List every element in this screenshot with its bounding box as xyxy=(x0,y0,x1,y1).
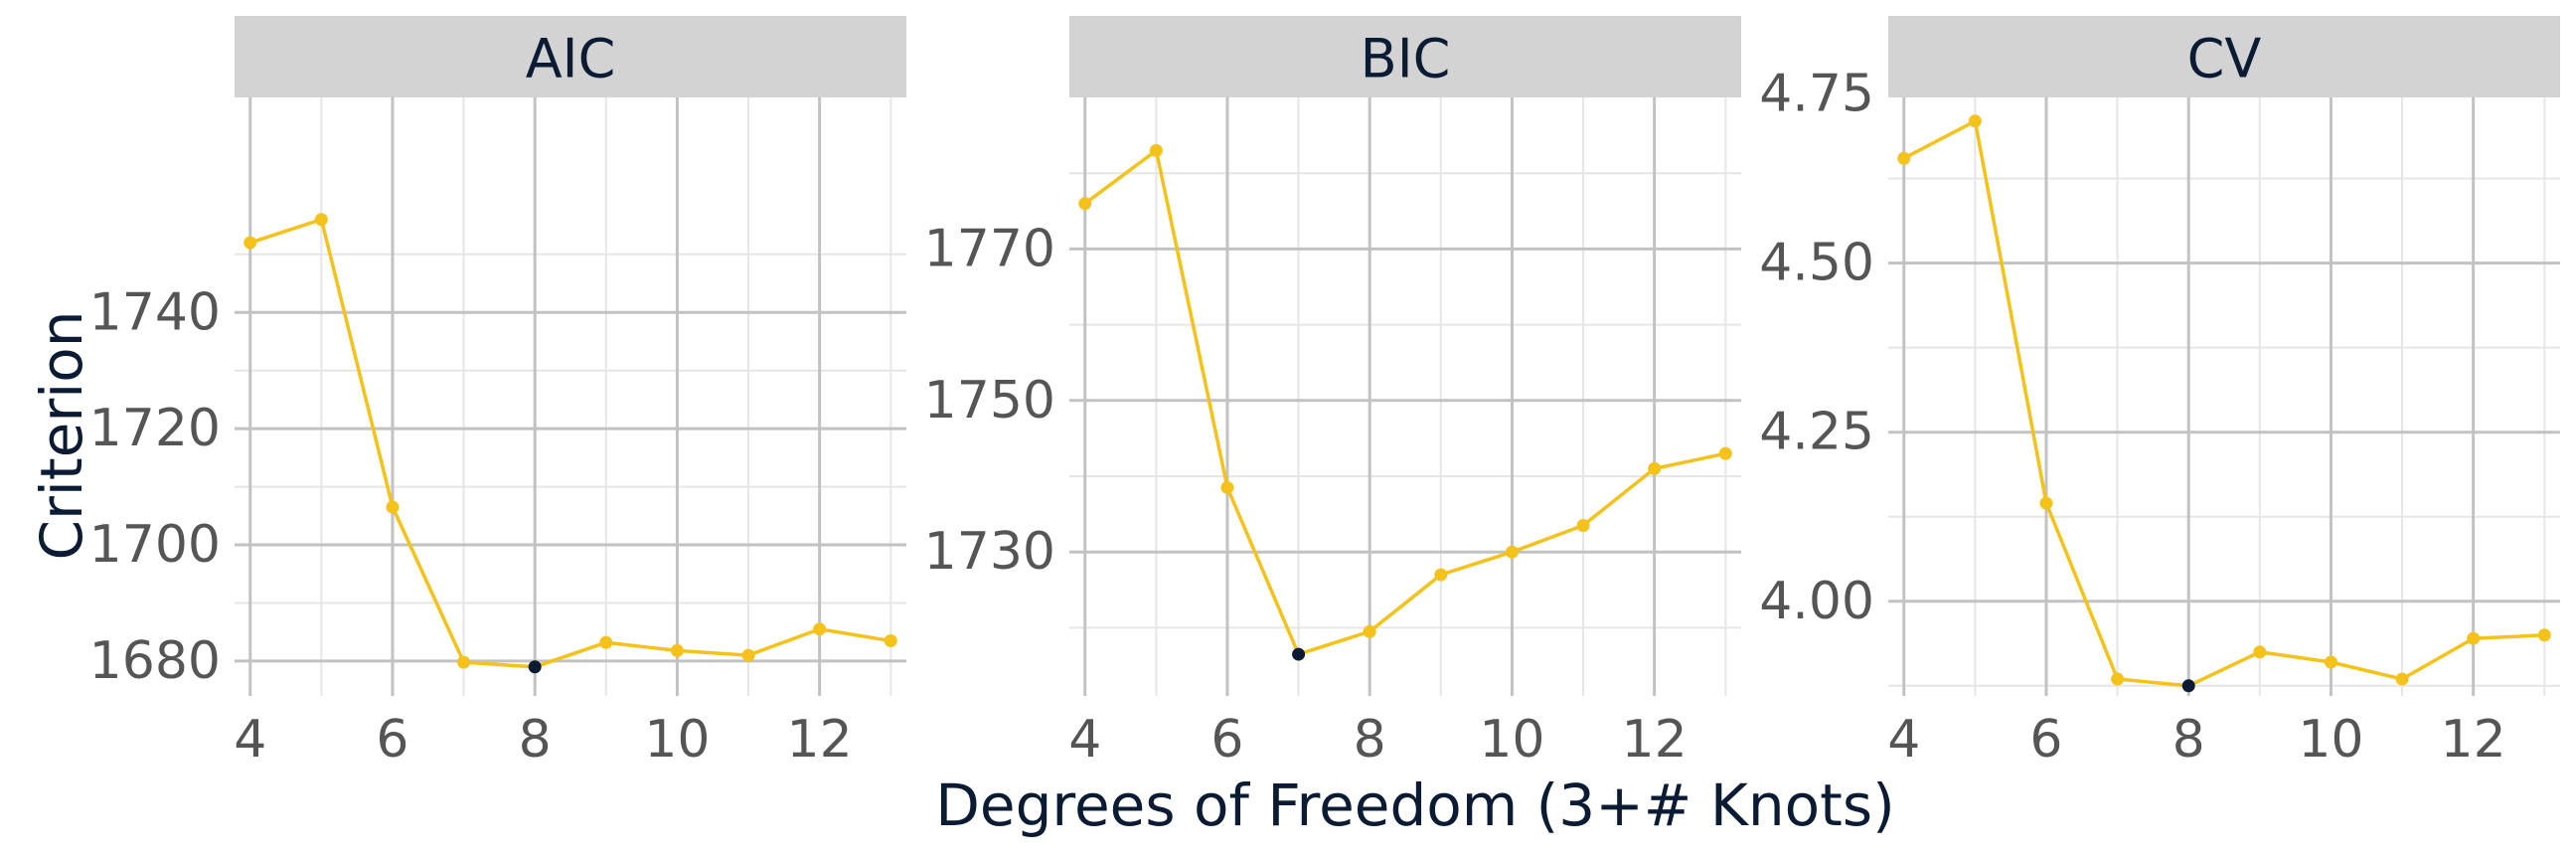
data-point xyxy=(1505,545,1519,559)
x-tick-label: 10 xyxy=(1479,710,1544,770)
data-point xyxy=(386,500,400,514)
y-tick-label: 1700 xyxy=(89,515,221,575)
series-line-bic xyxy=(1083,147,1726,657)
x-tick-label: 4 xyxy=(1887,710,1920,770)
data-point xyxy=(670,643,684,657)
x-tick-label: 6 xyxy=(2029,710,2062,770)
data-point xyxy=(2537,628,2551,642)
data-point xyxy=(2111,672,2125,686)
x-tick-label: 8 xyxy=(519,710,552,770)
data-point xyxy=(1220,480,1234,494)
data-point xyxy=(884,633,897,647)
data-point xyxy=(1149,143,1163,157)
facet-label: CV xyxy=(2187,28,2262,90)
data-point xyxy=(1968,114,1982,128)
data-point xyxy=(599,635,613,649)
data-point xyxy=(1897,151,1911,165)
data-point xyxy=(813,622,827,636)
facet-strip xyxy=(235,16,906,97)
minimum-point xyxy=(528,660,542,674)
x-tick-label: 6 xyxy=(376,710,408,770)
y-tick-label: 1680 xyxy=(89,631,221,691)
data-point xyxy=(2253,645,2267,659)
data-point xyxy=(2467,631,2481,645)
data-point xyxy=(457,655,471,669)
data-point xyxy=(2395,672,2409,686)
y-tick-label: 4.00 xyxy=(1759,572,1874,631)
x-tick-label: 8 xyxy=(1354,710,1386,770)
x-tick-label: 4 xyxy=(234,710,266,770)
panel-bic: BIC 1730 1750 1770 4 6 8 10 12 xyxy=(924,16,1741,770)
x-tick-label: 12 xyxy=(787,710,853,770)
data-point xyxy=(2324,655,2337,669)
data-point xyxy=(1718,446,1732,460)
y-tick-label: 1770 xyxy=(924,219,1055,278)
data-point xyxy=(741,648,755,662)
data-point xyxy=(1576,519,1590,533)
series-line-cv xyxy=(1902,118,2545,688)
data-point xyxy=(1078,197,1092,211)
x-tick-label: 6 xyxy=(1210,710,1243,770)
panel-aic: AIC 1680 1700 1720 1740 4 6 8 10 12 xyxy=(89,16,906,770)
data-point xyxy=(314,213,328,227)
y-axis-title: Criterion xyxy=(28,310,95,560)
x-tick-label: 12 xyxy=(1622,710,1688,770)
y-tick-label: 4.25 xyxy=(1759,403,1874,462)
facet-label: BIC xyxy=(1361,28,1451,90)
facet-strip xyxy=(1888,16,2560,97)
y-tick-label: 1740 xyxy=(89,282,221,342)
y-tick-label: 1750 xyxy=(924,371,1055,430)
x-tick-label: 4 xyxy=(1068,710,1101,770)
x-tick-label: 8 xyxy=(2173,710,2205,770)
facet-strip xyxy=(1069,16,1741,97)
y-tick-label: 1720 xyxy=(89,399,221,458)
minimum-point xyxy=(2181,679,2195,693)
data-point xyxy=(1434,568,1448,582)
data-point xyxy=(1363,624,1376,638)
y-tick-label: 4.75 xyxy=(1759,65,1874,124)
panel-cv: CV 4.00 4.25 4.50 4.75 4 6 8 10 12 xyxy=(1759,16,2560,770)
x-axis-title: Degrees of Freedom (3+# Knots) xyxy=(935,772,1894,839)
y-tick-label: 4.50 xyxy=(1759,234,1874,293)
data-point xyxy=(1648,461,1662,475)
data-point xyxy=(2039,496,2053,510)
x-tick-label: 12 xyxy=(2441,710,2506,770)
facet-label: AIC xyxy=(526,28,616,90)
series-line-aic xyxy=(249,217,891,669)
y-tick-label: 1730 xyxy=(924,522,1055,582)
data-point xyxy=(243,236,257,250)
x-tick-label: 10 xyxy=(2298,710,2363,770)
x-tick-label: 10 xyxy=(644,710,710,770)
minimum-point xyxy=(1292,647,1306,661)
